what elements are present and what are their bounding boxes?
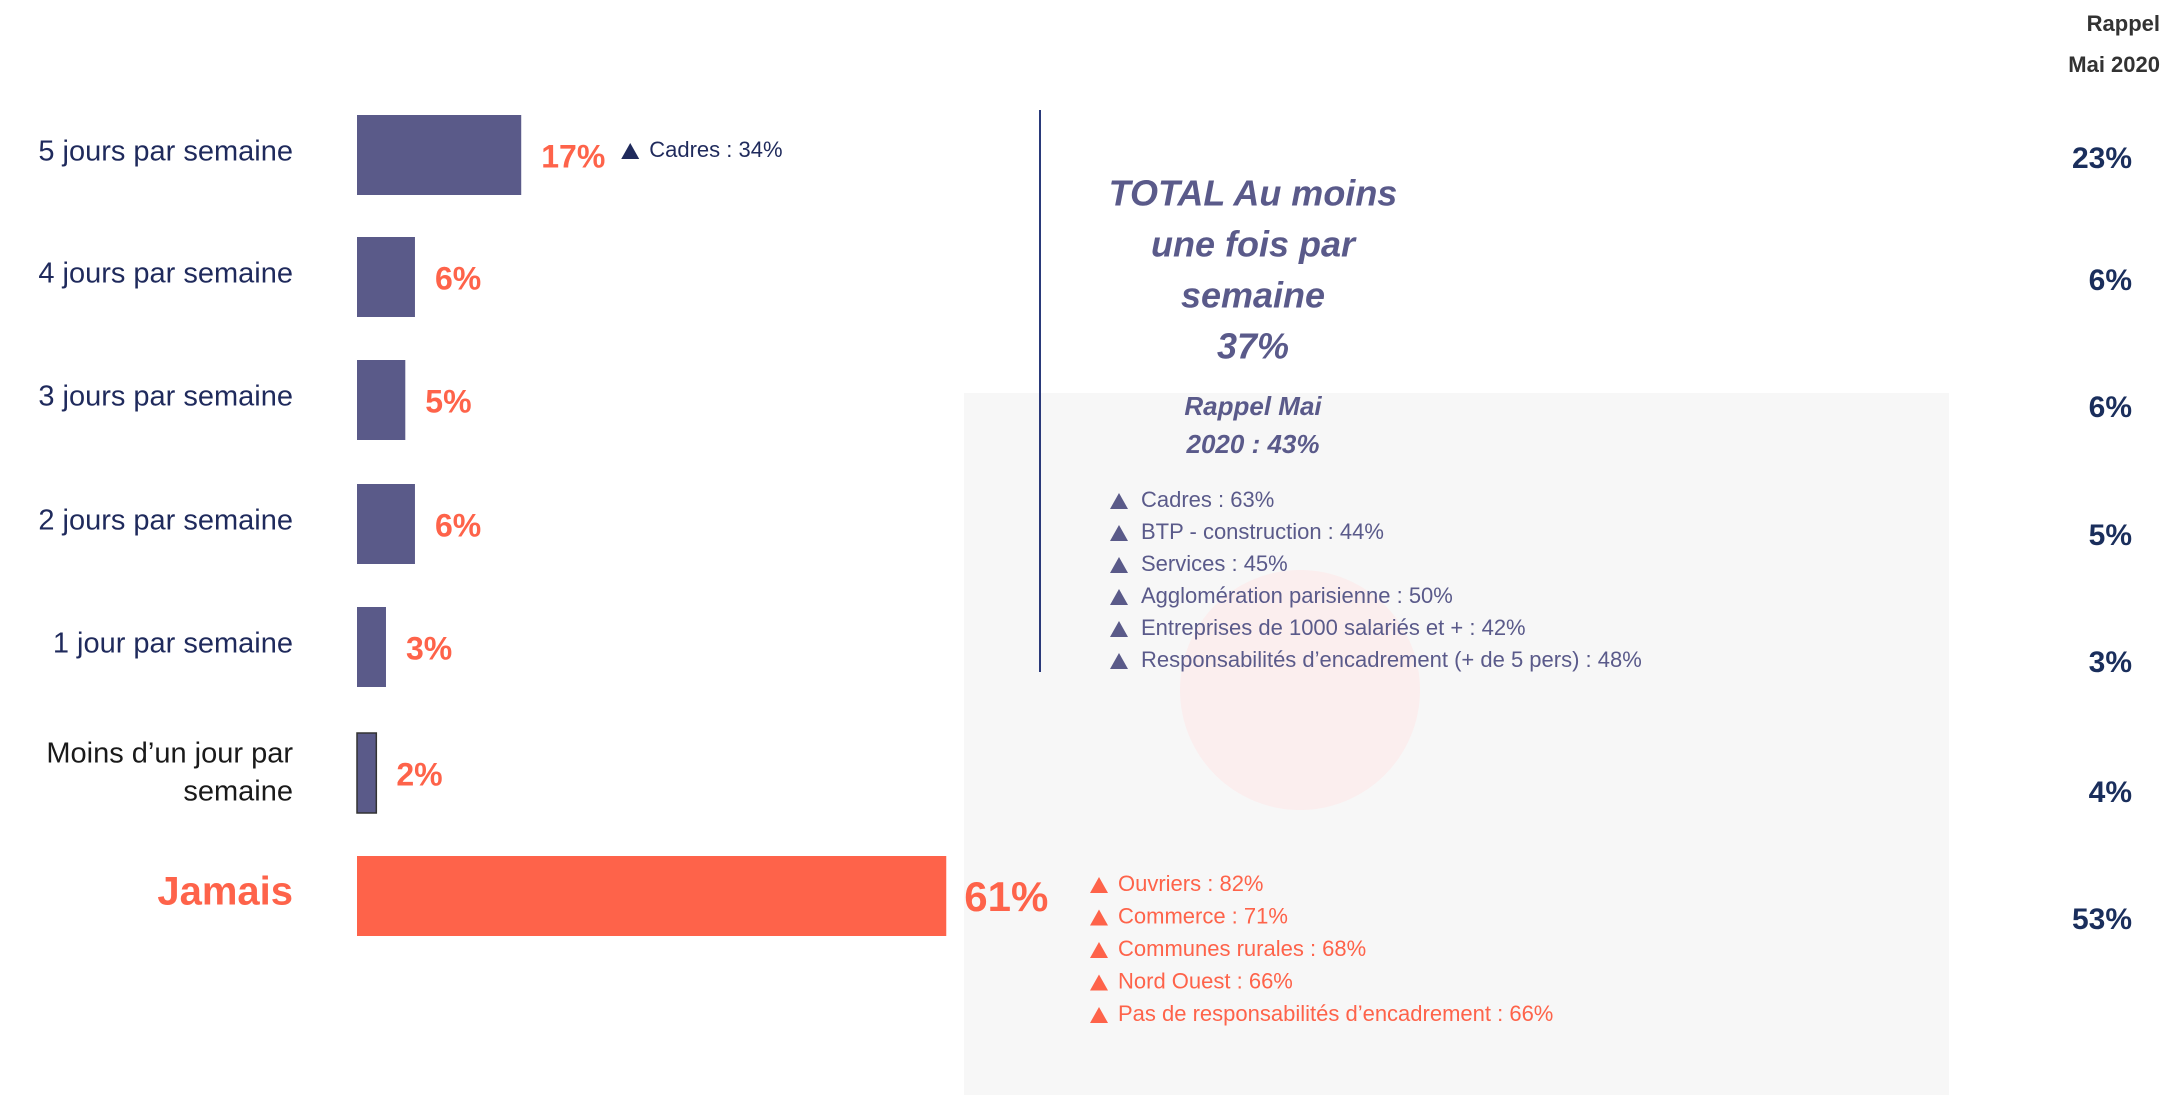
background-illustration	[964, 393, 1949, 1095]
total-note: Services : 45%	[1141, 551, 1288, 576]
total-note: Agglomération parisienne : 50%	[1141, 583, 1453, 608]
bar	[357, 484, 415, 564]
total-recall: Rappel Mai	[1184, 391, 1322, 421]
category-label: 1 jour par semaine	[53, 628, 293, 660]
recall-value: 3%	[2089, 646, 2132, 679]
bar	[357, 856, 947, 936]
triangle-icon	[1090, 877, 1108, 893]
category-label: 2 jours par semaine	[38, 505, 293, 537]
recall-value: 6%	[2089, 391, 2132, 424]
category-label: 3 jours par semaine	[38, 381, 293, 413]
recall-header: Mai 2020	[2068, 52, 2160, 77]
total-note: BTP - construction : 44%	[1141, 519, 1384, 544]
triangle-icon	[1110, 557, 1128, 573]
category-label: semaine	[183, 776, 293, 808]
triangle-icon	[1110, 589, 1128, 605]
category-label: Jamais	[157, 870, 293, 914]
total-note: Responsabilités d’encadrement (+ de 5 pe…	[1141, 647, 1642, 672]
total-note: Entreprises de 1000 salariés et + : 42%	[1141, 615, 1526, 640]
value-label: 3%	[406, 630, 452, 666]
category-label: Moins d’un jour par	[46, 738, 293, 770]
note: Cadres : 34%	[649, 137, 782, 162]
category-label: 4 jours par semaine	[38, 258, 293, 290]
triangle-icon	[1090, 942, 1108, 958]
total-title: 37%	[1217, 326, 1289, 367]
note: Communes rurales : 68%	[1118, 936, 1366, 961]
background-illustration	[1180, 570, 1420, 810]
note: Pas de responsabilités d’encadrement : 6…	[1118, 1001, 1553, 1026]
recall-value: 53%	[2072, 903, 2132, 936]
triangle-icon	[1110, 525, 1128, 541]
total-title: TOTAL Au moins	[1109, 173, 1398, 214]
bar	[357, 237, 415, 317]
note: Nord Ouest : 66%	[1118, 968, 1293, 993]
total-recall: 2020 : 43%	[1186, 429, 1320, 459]
note: Ouvriers : 82%	[1118, 871, 1264, 896]
note: Commerce : 71%	[1118, 903, 1288, 928]
triangle-icon	[1090, 1007, 1108, 1023]
value-label: 5%	[425, 383, 471, 419]
recall-header: Rappel	[2087, 11, 2160, 36]
total-title: une fois par	[1151, 224, 1357, 265]
triangle-icon	[1090, 974, 1108, 991]
total-title: semaine	[1181, 275, 1325, 316]
recall-value: 5%	[2089, 519, 2132, 552]
value-label: 6%	[435, 507, 481, 543]
value-label: 17%	[541, 138, 605, 174]
triangle-icon	[1110, 493, 1128, 509]
triangle-icon	[621, 143, 640, 159]
triangle-icon	[1110, 653, 1128, 669]
recall-value: 6%	[2089, 264, 2132, 297]
bar	[357, 607, 386, 687]
bar	[356, 732, 378, 814]
triangle-icon	[1090, 909, 1108, 926]
value-label: 2%	[396, 756, 442, 792]
value-label: 61%	[964, 873, 1048, 920]
value-label: 6%	[435, 260, 481, 296]
recall-value: 4%	[2089, 776, 2132, 809]
total-note: Cadres : 63%	[1141, 487, 1274, 512]
recall-value: 23%	[2072, 142, 2132, 175]
bar	[357, 115, 522, 195]
bar	[357, 360, 406, 440]
triangle-icon	[1110, 621, 1128, 637]
category-label: 5 jours par semaine	[38, 136, 293, 168]
